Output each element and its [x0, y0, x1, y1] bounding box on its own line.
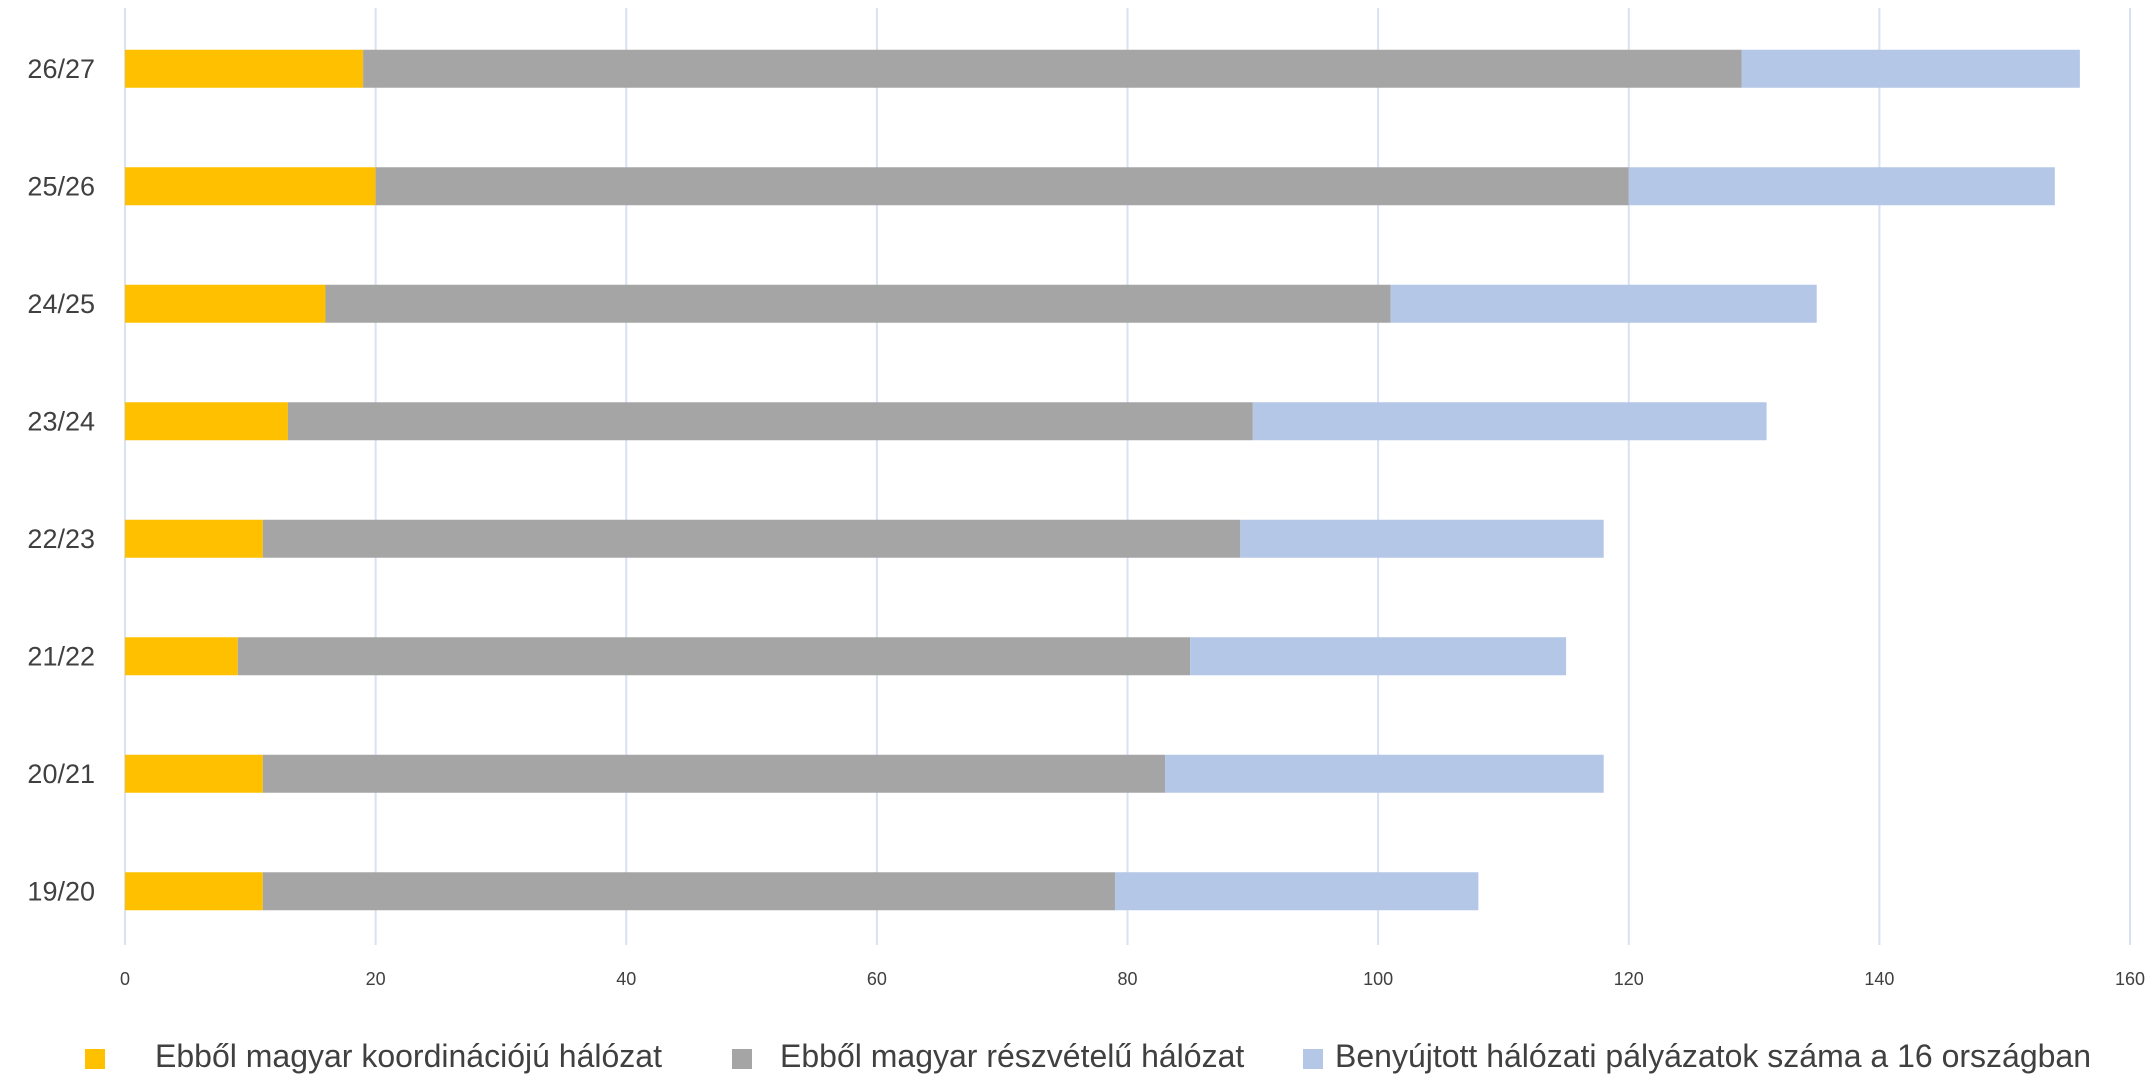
bar-segment-series-0: [125, 872, 263, 911]
bar-segment-series-2: [1741, 49, 2080, 88]
x-tick-label: 20: [366, 969, 386, 989]
bar-segment-series-1: [325, 284, 1391, 323]
bar-segment-series-1: [375, 167, 1629, 206]
bar-segment-series-0: [125, 167, 376, 206]
bar-segment-series-0: [125, 49, 364, 88]
category-label: 21/22: [27, 641, 95, 671]
bar-segment-series-2: [1390, 284, 1817, 323]
x-tick-label: 100: [1363, 969, 1393, 989]
x-tick-label: 60: [867, 969, 887, 989]
x-tick-label: 140: [1864, 969, 1894, 989]
x-tick-label: 120: [1614, 969, 1644, 989]
legend-swatch: [85, 1049, 105, 1069]
category-label: 20/21: [27, 759, 95, 789]
bar-segment-series-2: [1240, 519, 1604, 558]
category-label: 25/26: [27, 171, 95, 201]
bar-segment-series-1: [237, 637, 1191, 676]
x-tick-label: 160: [2115, 969, 2145, 989]
bar-segment-series-1: [287, 402, 1253, 441]
bar-segment-series-1: [262, 872, 1115, 911]
legend-swatch: [732, 1049, 752, 1069]
bar-segment-series-0: [125, 519, 263, 558]
category-label: 24/25: [27, 289, 95, 319]
legend: Ebből magyar koordinációjú hálózat Ebből …: [85, 1038, 2091, 1074]
gridlines: [124, 8, 2131, 945]
bars: [125, 49, 2080, 911]
category-label: 19/20: [27, 876, 95, 906]
bar-segment-series-2: [1190, 637, 1567, 676]
bar-segment-series-1: [262, 519, 1241, 558]
legend-label: Ebből magyar részvételű hálózat: [780, 1038, 1244, 1074]
bar-segment-series-0: [125, 284, 326, 323]
legend-label: Ebből magyar koordinációjú hálózat: [155, 1038, 662, 1074]
bar-segment-series-2: [1165, 754, 1604, 793]
bar-segment-series-1: [363, 49, 1742, 88]
category-labels: 19/20 20/21 21/22 22/23 23/24 24/25 25/26 26/27: [27, 54, 95, 907]
x-tick-labels: 0 20 40 60 80 100 120 140 160: [120, 969, 2145, 989]
bar-segment-series-2: [1114, 872, 1479, 911]
x-tick-label: 80: [1117, 969, 1137, 989]
category-label: 22/23: [27, 524, 95, 554]
category-label: 26/27: [27, 54, 95, 84]
bar-segment-series-0: [125, 754, 263, 793]
bar-segment-series-2: [1252, 402, 1767, 441]
legend-swatch: [1303, 1049, 1323, 1069]
bar-segment-series-2: [1628, 167, 2055, 206]
x-tick-label: 40: [616, 969, 636, 989]
legend-label: Benyújtott hálózati pályázatok száma a 1…: [1335, 1038, 2091, 1074]
bar-segment-series-0: [125, 402, 288, 441]
category-label: 23/24: [27, 406, 95, 436]
x-tick-label: 0: [120, 969, 130, 989]
bar-segment-series-1: [262, 754, 1166, 793]
bar-segment-series-0: [125, 637, 238, 676]
